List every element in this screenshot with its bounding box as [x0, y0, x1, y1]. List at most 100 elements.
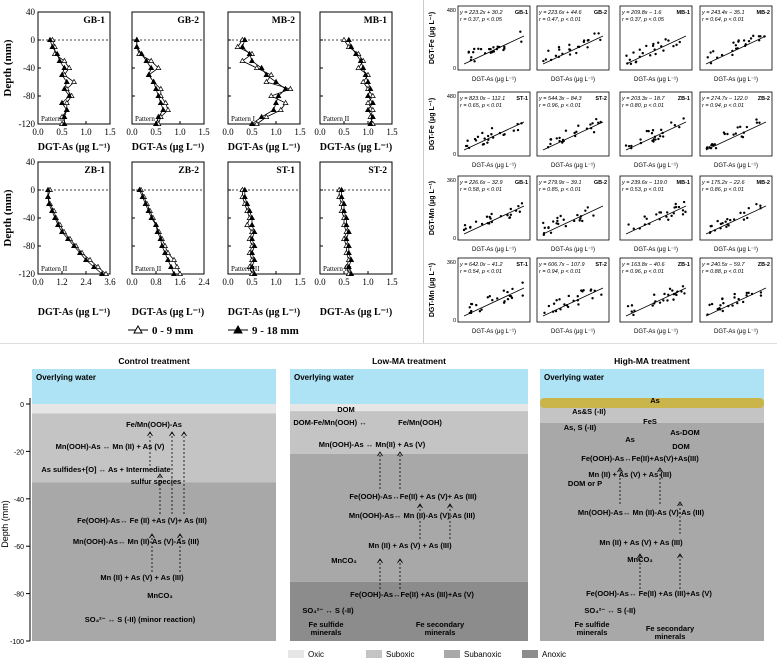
scatter-point	[674, 205, 678, 209]
panel-frame	[227, 11, 301, 125]
x-tick-label: 0.5	[246, 277, 258, 287]
data-point-9-18mm	[138, 50, 145, 56]
scatter-point	[591, 297, 594, 300]
scatter-point	[645, 217, 648, 220]
y-tick-label: -80	[23, 91, 35, 101]
scatter-point	[739, 125, 742, 129]
y-tick-label: -40	[23, 63, 35, 73]
scatter-point	[470, 302, 474, 306]
scatter-point	[680, 290, 683, 293]
data-point-9-18mm	[348, 256, 355, 262]
y-tick-label: -120	[19, 269, 36, 279]
redox-zone	[290, 404, 528, 412]
scatter-point	[734, 44, 738, 47]
data-point-9-18mm	[352, 50, 360, 56]
correlation-stat: r = 0.37, p < 0.05	[460, 17, 503, 23]
scatter-point	[562, 218, 565, 221]
open-triangle-icon	[133, 324, 143, 334]
data-point-0-9mm	[70, 78, 78, 84]
data-point-9-18mm	[58, 228, 66, 234]
scatter-point	[759, 294, 763, 297]
scatter-point	[600, 293, 603, 296]
profile-legend: 0 - 9 mm 9 - 18 mm	[128, 324, 299, 337]
data-point-0-9mm	[63, 99, 70, 105]
data-point-0-9mm	[176, 270, 184, 276]
reaction-label: As	[625, 435, 635, 444]
scatter-point	[677, 205, 681, 209]
arrowhead-icon	[377, 558, 383, 564]
correlation-stat: r = 0.58, p < 0.01	[460, 187, 502, 193]
overlying-water-label: Overlying water	[544, 373, 604, 382]
reaction-label: As sulfides+[O] ↔ As + Intermediate	[41, 465, 170, 474]
reaction-label: Mn(OOH)-As ↔ Mn(II) + As (V)	[319, 440, 426, 449]
x-tick-label: 0.0	[222, 277, 234, 287]
zone-legend-swatch	[366, 650, 382, 658]
scatter-point	[503, 133, 506, 136]
schematic-svg: 0 -20 -40 -60 -80 -100 Depth (mm) Control treat…	[0, 356, 764, 659]
profile-panel-mb-2: 0.0 0.5 1.0 1.5 MB-2 Pattern I	[222, 11, 306, 137]
data-point-0-9mm	[287, 85, 294, 91]
arrowhead-icon	[147, 431, 153, 437]
x-axis-label: DGT-As (μg L⁻¹)	[634, 77, 678, 83]
scatter-point	[747, 206, 750, 210]
regression-line	[542, 205, 604, 235]
regression-line	[463, 121, 525, 151]
data-point-9-18mm	[345, 228, 352, 234]
overlying-water-zone	[32, 369, 276, 404]
scatter-point	[578, 219, 581, 222]
pattern-label: Pattern II	[323, 115, 350, 123]
y-tick-label: -120	[19, 119, 36, 129]
scatter-point	[486, 134, 490, 138]
regression-equation: y = 209.8x − 1.6	[621, 10, 662, 16]
panel-frame	[227, 161, 301, 275]
arrowhead-icon	[377, 451, 383, 457]
y-tick-label: -40	[23, 213, 35, 223]
scatter-point	[758, 121, 761, 124]
overlying-water-zone	[290, 369, 528, 404]
series-line-9-18mm	[47, 190, 103, 275]
profile-panel-mb-1: 0.0 0.5 1.0 1.5 MB-1 Pattern II	[314, 11, 398, 137]
data-point-9-18mm	[246, 207, 253, 213]
profile-panel-st-2: 0.0 0.5 1.0 1.5 ST-2 Pattern III	[314, 161, 398, 287]
data-point-9-18mm	[364, 106, 372, 112]
scatter-point	[654, 52, 657, 56]
scatter-point	[755, 121, 759, 124]
scatter-point	[595, 117, 598, 121]
reaction-label: Fe secondary	[416, 620, 465, 629]
scatter-point	[490, 212, 493, 216]
x-tick-label: 1.5	[294, 127, 306, 137]
panel-frame	[619, 175, 693, 241]
scatter-point	[641, 51, 644, 55]
data-point-9-18mm	[241, 186, 248, 192]
panel-frame	[536, 91, 610, 157]
scatter-point	[684, 210, 687, 214]
reaction-label: MnCO₃	[147, 591, 173, 600]
data-point-9-18mm	[348, 43, 355, 49]
scatter-point	[558, 298, 561, 301]
reaction-label: MnCO₃	[331, 556, 357, 565]
regression-equation: y = 642.0x − 41.2	[459, 262, 503, 268]
data-point-9-18mm	[357, 57, 364, 63]
panel-frame	[536, 257, 610, 323]
x-axis-label: DGT-As (μg L⁻¹)	[634, 163, 678, 169]
scatter-point	[542, 221, 545, 225]
depth-profile-figure: 40 0 -40 -80 -120 0.0 0.5 1.0 1.5 GB-1 Pattern I 0.…	[0, 0, 423, 343]
x-tick-label: 1.0	[362, 127, 374, 137]
y-min-label: 0	[453, 236, 456, 242]
scatter-point	[682, 200, 686, 204]
data-point-0-9mm	[282, 99, 289, 105]
y-tick-label: 0	[31, 185, 36, 195]
regression-equation: y = 544.3x − 84.3	[538, 96, 582, 102]
redox-zone	[290, 411, 528, 454]
scatter-point	[657, 41, 660, 44]
data-point-9-18mm	[136, 186, 143, 192]
scatter-point	[719, 304, 722, 307]
scatter-point	[555, 137, 558, 140]
redox-zone	[540, 404, 764, 423]
scatter-point	[654, 138, 657, 141]
scatter-point	[733, 292, 736, 296]
y-min-label: 0	[453, 152, 456, 158]
data-point-9-18mm	[63, 78, 70, 84]
x-axis-label: DGT-As (μg L⁻¹)	[472, 329, 516, 335]
y-tick-label: -80	[23, 241, 35, 251]
